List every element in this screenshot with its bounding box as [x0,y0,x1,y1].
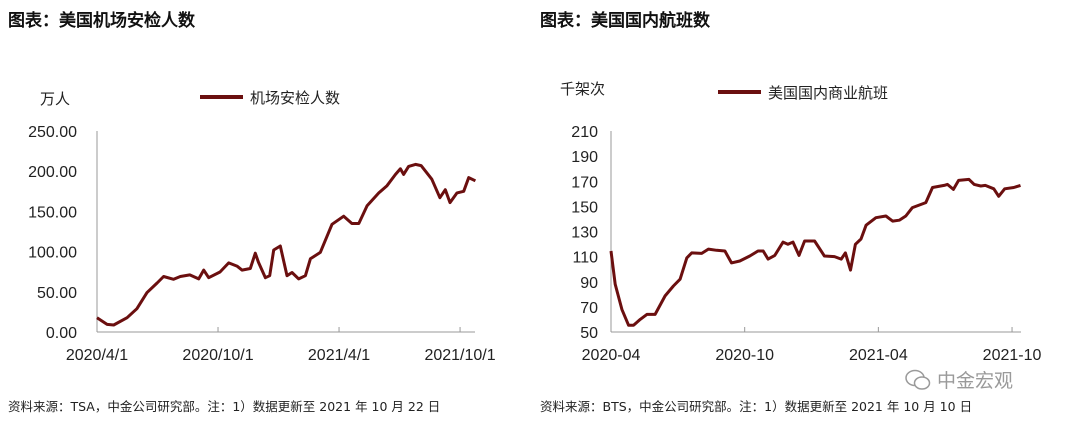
y-tick-label: 250.00 [28,124,77,141]
y-tick-label: 50.00 [37,285,77,302]
x-tick-label: 2021/10/1 [424,347,495,364]
series-line [609,177,1021,327]
y-tick-label: 130 [571,225,598,242]
x-tick-label: 2020-04 [582,347,641,364]
y-unit-label: 千架次 [560,81,605,98]
source-note-tsa: 资料来源：TSA，中金公司研究部。注：1）数据更新至 2021 年 10 月 2… [8,399,441,414]
y-tick-label: 50 [580,325,598,342]
chart-title-tsa: 图表：美国机场安检人数 [8,11,195,31]
source-note-flights: 资料来源：BTS，中金公司研究部。注：1）数据更新至 2021 年 10 月 1… [540,399,973,414]
x-tick-label: 2020/10/1 [182,347,253,364]
y-unit-label: 万人 [40,91,70,108]
y-tick-label: 0.00 [46,325,77,342]
y-tick-label: 210 [571,124,598,141]
y-tick-label: 110 [572,250,598,267]
legend-label: 美国国内商业航班 [768,85,888,102]
y-tick-label: 90 [580,275,598,292]
y-tick-label: 190 [571,149,598,166]
wechat-icon [905,369,931,390]
y-tick-label: 70 [580,300,598,317]
y-tick-label: 150 [571,199,598,216]
series-line [96,162,477,327]
watermark-text: 中金宏观 [937,370,1014,392]
y-tick-label: 200.00 [28,164,77,181]
x-tick-label: 2020-10 [715,347,774,364]
chart-title-flights: 图表：美国国内航班数 [540,11,710,31]
x-tick-label: 2020/4/1 [66,347,128,364]
x-tick-label: 2021-04 [849,347,908,364]
watermark: 中金宏观 [905,366,1013,393]
x-tick-label: 2021-10 [983,347,1042,364]
y-tick-label: 150.00 [28,204,77,221]
y-tick-label: 100.00 [28,245,77,262]
x-tick-label: 2021/4/1 [308,347,370,364]
y-tick-label: 170 [571,174,598,191]
legend-label: 机场安检人数 [250,90,340,107]
